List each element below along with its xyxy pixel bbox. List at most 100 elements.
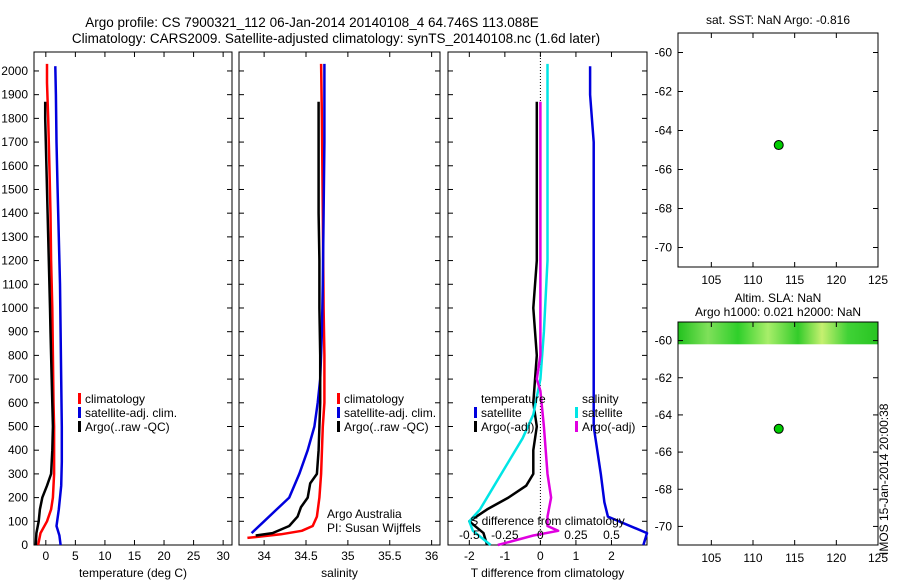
temperature-xtick-label: 15 <box>128 549 142 563</box>
imos-timestamp: IMOS 15-Jan-2014 20:00:38 <box>877 403 891 555</box>
difference-xtick-label: 0 <box>537 549 544 563</box>
sst-map-panel: 105 110 115 120 125 -60 -62 -64 -66 -68 -70 sat. SS… <box>655 13 889 287</box>
salinity-panel: 34 34.5 35 35.5 36 climatologysatellite-adj. … <box>238 51 441 580</box>
difference-xtick-label: 2 <box>608 549 615 563</box>
temperature-ytick-label: 200 <box>8 491 28 505</box>
sst-map-xtick-label: 115 <box>785 273 804 287</box>
temperature-ytick-label: 2000 <box>1 64 28 78</box>
temperature-legend-swatch <box>78 421 81 432</box>
temperature-ytick-label: 1900 <box>1 88 28 102</box>
sla-map-ytick-label: -64 <box>655 408 673 422</box>
salinity-line-climatology <box>247 63 326 540</box>
difference-frame <box>447 51 648 546</box>
temperature-legend-label: Argo(..raw -QC) <box>85 420 170 434</box>
salinity-legend-swatch <box>337 421 340 432</box>
sla-map-frame <box>677 321 879 546</box>
temperature-xtick-label: 25 <box>187 549 201 563</box>
salinity-xtick-label: 34.5 <box>294 549 318 563</box>
difference-line-argo <box>468 101 539 546</box>
sla-map-xtick-label: 125 <box>868 551 888 565</box>
temperature-ytick-label: 1800 <box>1 111 28 125</box>
salinity-legend-label: Argo(..raw -QC) <box>344 420 429 434</box>
difference-legend-salinity-title: salinity <box>582 392 619 406</box>
temperature-ytick-label: 100 <box>8 514 28 528</box>
temperature-ytick-label: 800 <box>8 348 28 362</box>
sla-map-xtick-label: 105 <box>701 551 721 565</box>
temperature-ytick-label: 1000 <box>1 301 28 315</box>
sla-argo-marker <box>773 423 784 434</box>
difference-line-sal_argo <box>497 101 560 547</box>
difference-legend-temperature-label: satellite <box>481 406 522 420</box>
temperature-legend-swatch <box>78 407 81 418</box>
temperature-xtick-label: 30 <box>216 549 230 563</box>
temperature-legend-swatch <box>78 393 81 404</box>
temperature-line-argo <box>34 101 55 546</box>
temperature-line-satellite <box>54 66 64 546</box>
salinity-frame <box>238 51 441 546</box>
difference-legend-salinity-label: satellite <box>582 406 623 420</box>
difference-panel: -2 -1 0 1 2 -0.5 -0.25 0 0.25 0.5S difference fro… <box>447 51 649 580</box>
sst-map-xtick-label: 125 <box>868 273 888 287</box>
difference-s-axis-label: S difference from climatology <box>470 514 625 528</box>
difference-legend-salinity-swatch <box>575 421 578 432</box>
temperature-ytick-label: 1600 <box>1 159 28 173</box>
salinity-legend-swatch <box>337 393 340 404</box>
difference-s-tick-label: 0 <box>537 528 544 542</box>
sst-map-ytick-label: -66 <box>655 163 673 177</box>
difference-legend-temperature-swatch <box>474 421 477 432</box>
sst-map-ytick-label: -68 <box>655 202 673 216</box>
temperature-ytick-label: 1400 <box>1 206 28 220</box>
sst-map-xtick-label: 110 <box>743 273 762 287</box>
temperature-xtick-label: 0 <box>42 549 49 563</box>
salinity-line-satellite <box>250 63 326 535</box>
salinity-xtick-label: 34 <box>257 549 271 563</box>
temperature-ytick-label: 300 <box>8 467 28 481</box>
sla-map-panel: 105 110 115 120 125 -60 -62 -64 -66 -68 -70 Altim. … <box>655 291 889 565</box>
difference-line-satellite <box>588 66 649 546</box>
difference-s-tick-label: 0.25 <box>564 528 588 542</box>
difference-legend-temperature-label: Argo(-adj) <box>481 420 534 434</box>
sla-map-ytick-label: -68 <box>655 482 673 496</box>
difference-legend-salinity-swatch <box>575 407 578 418</box>
temperature-frame <box>33 51 233 546</box>
difference-xtick-label: -2 <box>464 549 475 563</box>
pi-note: PI: Susan Wijffels <box>327 521 421 535</box>
sla-map-title-line2: Argo h1000: 0.021 h2000: NaN <box>695 305 861 319</box>
temperature-xtick-label: 10 <box>98 549 112 563</box>
figure-title-line2: Climatology: CARS2009. Satellite-adjuste… <box>72 31 600 46</box>
temperature-xlabel: temperature (deg C) <box>79 566 187 580</box>
temperature-ytick-label: 1300 <box>1 230 28 244</box>
salinity-line-argo <box>255 101 322 537</box>
temperature-ytick-label: 400 <box>8 443 28 457</box>
temperature-ytick-label: 1100 <box>2 277 28 291</box>
temperature-xtick-label: 20 <box>157 549 171 563</box>
temperature-ytick-label: 0 <box>21 538 28 552</box>
difference-xtick-label: 1 <box>573 549 580 563</box>
sst-map-xtick-label: 120 <box>826 273 846 287</box>
temperature-legend-label: satellite-adj. clim. <box>85 406 177 420</box>
difference-xtick-label: -1 <box>500 549 511 563</box>
difference-s-tick-label: 0.5 <box>603 528 620 542</box>
temperature-ytick-label: 900 <box>8 325 28 339</box>
difference-legend-temperature-swatch <box>474 407 477 418</box>
temperature-ytick-label: 500 <box>8 419 28 433</box>
temperature-panel: 0 5 10 15 20 25 300100200300400500600700800900… <box>1 51 233 580</box>
temperature-ytick-label: 1200 <box>1 254 28 268</box>
sst-map-xtick-label: 105 <box>701 273 721 287</box>
argo-australia-note: Argo Australia <box>327 507 402 521</box>
sla-map-ytick-label: -70 <box>655 519 673 533</box>
sst-map-ytick-label: -60 <box>655 46 673 60</box>
difference-xlabel: T difference from climatology <box>471 566 625 580</box>
salinity-legend-swatch <box>337 407 340 418</box>
sla-map-ytick-label: -60 <box>655 334 673 348</box>
salinity-xtick-label: 35.5 <box>378 549 402 563</box>
salinity-legend-label: satellite-adj. clim. <box>344 406 436 420</box>
salinity-xtick-label: 35 <box>341 549 355 563</box>
difference-s-tick-label: -0.5 <box>459 528 480 542</box>
temperature-ytick-label: 600 <box>8 396 28 410</box>
temperature-ytick-label: 700 <box>8 372 28 386</box>
sst-map-frame <box>677 32 879 268</box>
difference-legend-salinity-label: Argo(-adj) <box>582 420 635 434</box>
salinity-legend-label: climatology <box>344 392 404 406</box>
temperature-legend-label: climatology <box>85 392 145 406</box>
